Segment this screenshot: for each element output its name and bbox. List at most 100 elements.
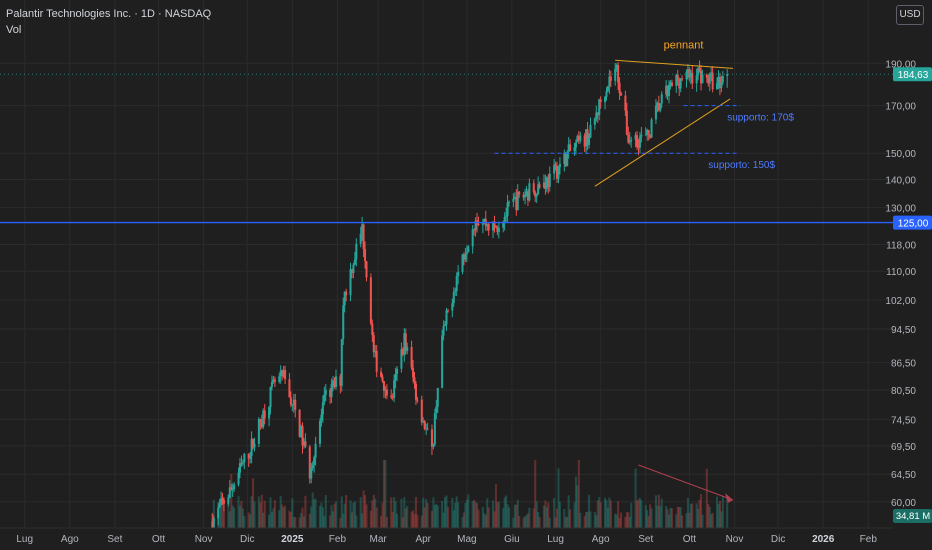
volume-bar xyxy=(404,508,407,528)
volume-bar xyxy=(268,514,271,528)
candle-body xyxy=(249,455,252,459)
candle-body xyxy=(284,369,287,380)
candle-body xyxy=(678,81,681,89)
pennant-upper-trendline[interactable] xyxy=(615,59,734,69)
volume-bar xyxy=(262,512,265,528)
volume-arrow-line[interactable] xyxy=(638,464,734,501)
candle-body xyxy=(289,397,292,405)
candle-body xyxy=(710,72,713,74)
volume-bar xyxy=(212,499,215,528)
candle-body xyxy=(649,134,652,138)
volume-indicator-label[interactable]: Vol xyxy=(6,24,22,36)
volume-bar xyxy=(574,476,577,528)
volume-bar xyxy=(681,515,684,528)
candle-body xyxy=(298,409,301,437)
candle-body xyxy=(252,438,255,448)
volume-tag xyxy=(893,509,932,523)
candle-body xyxy=(544,182,547,189)
volume-bar xyxy=(401,517,404,528)
volume-bar xyxy=(477,509,480,528)
volume-bar xyxy=(564,517,567,528)
candle-body xyxy=(371,323,374,336)
candle-body xyxy=(668,84,671,96)
pennant-lower-trendline[interactable] xyxy=(594,98,731,187)
volume-bar xyxy=(691,503,694,528)
volume-bar xyxy=(365,504,368,528)
candle-body xyxy=(263,410,266,419)
candle-body xyxy=(240,463,243,465)
volume-bar xyxy=(654,495,657,528)
volume-bar xyxy=(323,515,326,528)
candle-body xyxy=(243,453,246,463)
candle-body xyxy=(212,518,215,531)
volume-bar xyxy=(372,494,375,528)
volume-bar xyxy=(604,497,607,528)
candle-body xyxy=(686,69,689,72)
volume-bar xyxy=(343,503,346,528)
candle-body xyxy=(333,380,336,387)
candle-body xyxy=(268,407,271,419)
volume-bar xyxy=(238,505,241,528)
price-tick-label: 74,50 xyxy=(891,415,916,426)
volume-bar xyxy=(349,500,352,528)
volume-bar xyxy=(566,516,569,528)
volume-bar xyxy=(289,512,292,528)
candle-body xyxy=(512,199,515,202)
time-tick-label: Dic xyxy=(771,534,785,545)
candle-body xyxy=(231,489,234,491)
candle-body xyxy=(547,177,550,187)
candle-body xyxy=(522,194,525,198)
time-axis[interactable]: Lug Ago Set Ott Nov Dic 2025 Feb Mar Apr Mag Giu Lug… xyxy=(0,527,932,550)
candle-body xyxy=(321,402,324,415)
volume-bar xyxy=(381,502,384,528)
candle-body xyxy=(250,438,253,456)
volume-bar xyxy=(410,511,413,528)
candle-body xyxy=(455,276,458,291)
candle-body xyxy=(589,124,592,138)
volume-bar xyxy=(220,505,223,528)
candle-body xyxy=(685,71,688,80)
volume-bar xyxy=(304,495,307,528)
volume-bar xyxy=(596,500,599,528)
volume-bar xyxy=(503,497,506,528)
currency-button[interactable]: USD xyxy=(896,5,924,25)
candle-body xyxy=(238,463,241,473)
volume-bar xyxy=(670,508,673,528)
volume-bar xyxy=(717,503,720,528)
last-price-label: 184,63 xyxy=(898,70,929,81)
volume-bar xyxy=(656,505,659,528)
candle-body xyxy=(654,106,657,120)
candle-body xyxy=(666,85,669,96)
candle-body xyxy=(525,191,528,196)
time-tick-label: Mar xyxy=(370,534,388,545)
candle-body xyxy=(454,290,457,293)
volume-bar xyxy=(243,515,246,528)
volume-bar xyxy=(698,499,701,528)
volume-bar xyxy=(556,508,559,528)
volume-bar xyxy=(279,495,282,528)
volume-bar xyxy=(272,508,275,528)
price-tick-label: 140,00 xyxy=(885,175,916,186)
volume-bar xyxy=(688,512,691,528)
candle-body xyxy=(241,462,244,464)
volume-bar xyxy=(644,505,647,528)
volume-bar xyxy=(599,502,602,528)
time-tick-label: Feb xyxy=(329,534,347,545)
candle-body xyxy=(689,72,692,78)
candle-body xyxy=(676,74,679,82)
volume-bar xyxy=(701,514,704,528)
volume-bar xyxy=(668,514,671,528)
price-axis[interactable]: 190,00 170,00 150,00 140,00 130,00 118,00 110,… xyxy=(885,0,932,550)
volume-bar xyxy=(462,512,465,528)
volume-bar xyxy=(484,514,487,528)
candle-body xyxy=(669,82,672,85)
volume-bar xyxy=(247,512,250,528)
volume-bars xyxy=(211,460,729,528)
candle-body xyxy=(695,75,698,84)
candle-body xyxy=(381,376,384,382)
candle-body xyxy=(279,370,282,377)
candle-body xyxy=(656,102,659,107)
candle-body xyxy=(217,507,220,519)
